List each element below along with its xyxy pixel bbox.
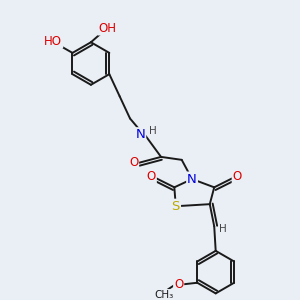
Text: O: O — [147, 169, 156, 183]
Text: O: O — [174, 278, 183, 291]
Text: O: O — [129, 156, 138, 169]
Text: O: O — [232, 169, 242, 183]
Text: HO: HO — [44, 34, 62, 48]
Text: N: N — [187, 172, 197, 185]
Text: S: S — [172, 200, 180, 213]
Text: H: H — [149, 126, 157, 136]
Text: CH₃: CH₃ — [154, 290, 174, 300]
Text: OH: OH — [98, 22, 116, 34]
Text: N: N — [136, 128, 145, 141]
Text: H: H — [219, 224, 227, 234]
